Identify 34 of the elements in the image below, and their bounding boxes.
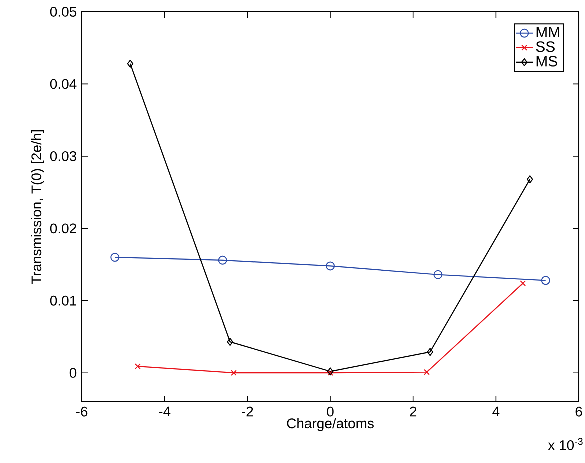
point [427,348,434,356]
point [326,262,336,271]
point [127,60,134,68]
x-tick-label: 6 [576,406,582,417]
x-axis-title: Charge/atoms [287,418,374,432]
legend-label: MS [536,56,558,67]
point [424,369,430,376]
x-tick-label: -6 [76,406,88,417]
point [218,256,228,265]
point [134,364,141,370]
y-tick-label: 0.02 [50,224,76,234]
text: x 10$^{-3}$ [548,438,583,450]
x-tick-label: 2 [410,406,417,417]
x-tick-label: -4 [159,406,171,416]
y-tick-label: 0.01 [50,296,76,306]
point [227,338,234,346]
point [527,176,534,184]
x-tick-label: -2 [242,406,254,417]
point [110,253,120,262]
y-tick-label: 0.05 [50,7,77,17]
legend-label: SS [536,42,555,52]
point [434,270,443,280]
y-axis-title: Transmission, T(0) [2e/h] [31,130,44,284]
point [327,368,334,376]
point [520,280,526,287]
point [328,370,334,376]
y-tick-label: 0.04 [50,79,77,90]
y-tick-label: 0 [70,368,77,378]
point [231,370,237,376]
point [541,276,550,286]
legend-label: MM [536,27,560,38]
x-tick-label: 0 [327,406,334,417]
y-tick-label: 0.03 [50,151,77,162]
x-tick-label: 4 [492,406,500,416]
